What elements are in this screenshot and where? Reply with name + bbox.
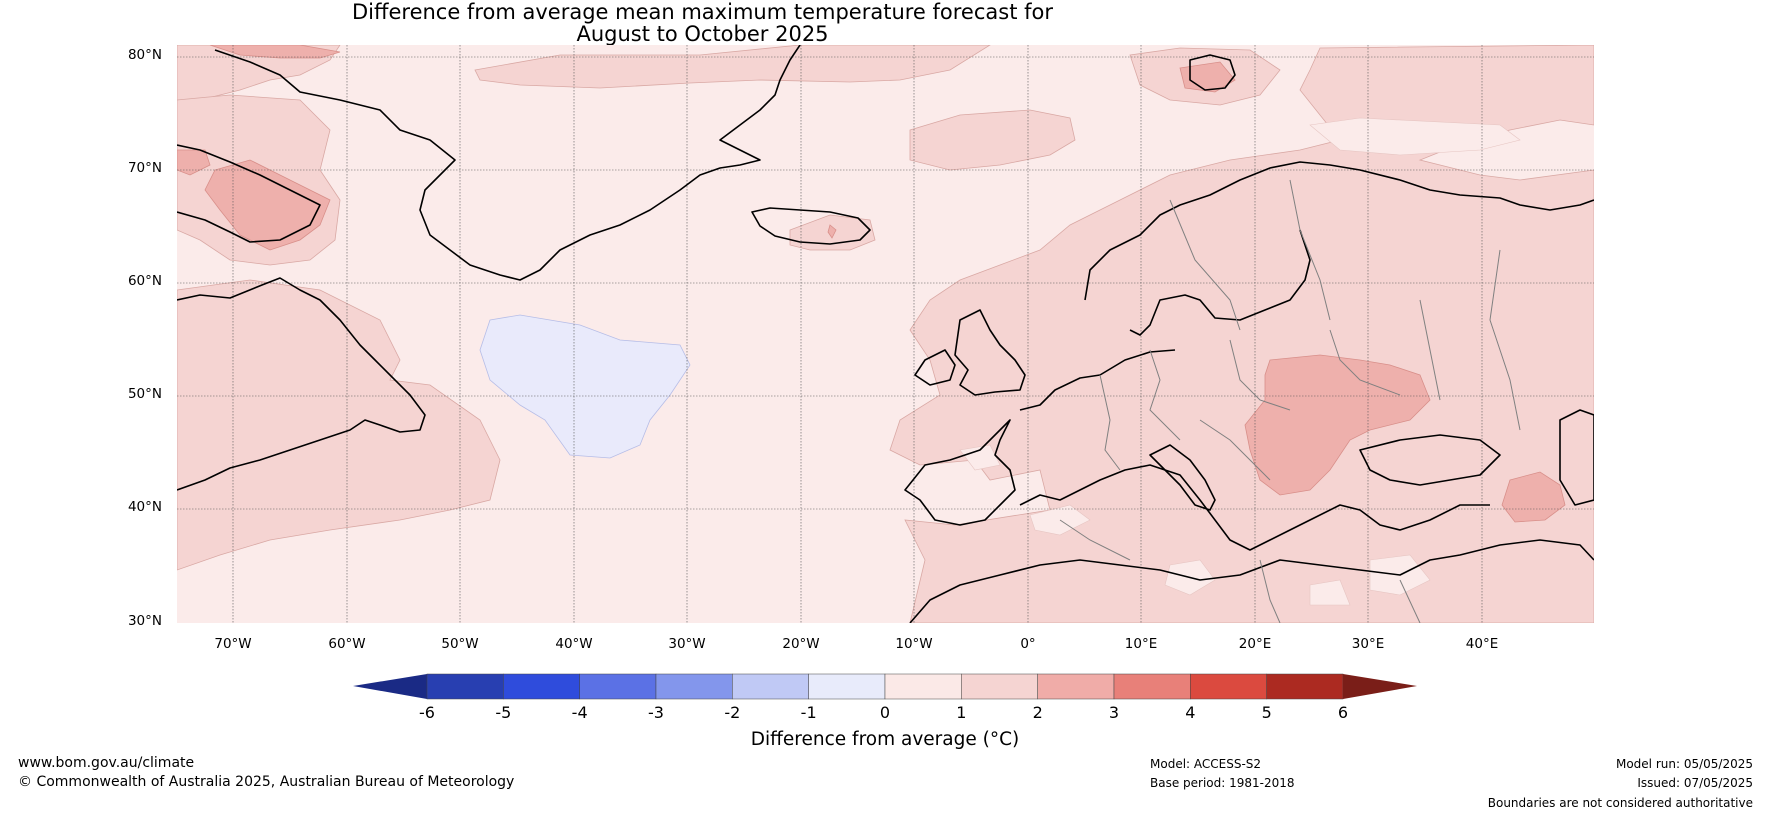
footer-boundaries-note: Boundaries are not considered authoritat… bbox=[1487, 796, 1753, 810]
colorbar-swatch bbox=[961, 673, 1038, 700]
colorbar-tick-label: 4 bbox=[1185, 703, 1196, 722]
colorbar-tick-label: 1 bbox=[956, 703, 967, 722]
colorbar-tick-label: 2 bbox=[1032, 703, 1043, 722]
lat-label-80n: 80°N bbox=[127, 47, 162, 63]
anomaly-0-to-1-patches bbox=[959, 117, 1521, 606]
colorbar-label: Difference from average (°C) bbox=[750, 729, 1020, 750]
lon-label-40e: 40°E bbox=[1465, 636, 1499, 652]
coastlines bbox=[177, 45, 1594, 623]
colorbar-swatch bbox=[1113, 673, 1191, 700]
colorbar-extend-high bbox=[1343, 674, 1417, 699]
colorbar-tick-label: -2 bbox=[724, 703, 741, 722]
colorbar-swatch bbox=[1190, 673, 1267, 700]
colorbar-tick-label: 0 bbox=[879, 703, 891, 722]
footer-website: www.bom.gov.au/climate bbox=[18, 755, 195, 771]
colorbar-tick-label: -1 bbox=[800, 703, 817, 722]
lon-label-20e: 20°E bbox=[1238, 636, 1272, 652]
colorbar-swatch bbox=[732, 673, 809, 700]
lat-label-70n: 70°N bbox=[127, 160, 162, 176]
lon-label-70w: 70°W bbox=[214, 636, 252, 652]
footer-base-period: Base period: 1981-2018 bbox=[1150, 776, 1295, 790]
footer-issued: Issued: 07/05/2025 bbox=[1637, 776, 1753, 790]
lon-label-30e: 30°E bbox=[1351, 636, 1385, 652]
anomaly-2-to-3-areas bbox=[177, 45, 1566, 523]
lat-label-40n: 40°N bbox=[127, 499, 162, 515]
colorbar-tick-label: -3 bbox=[648, 703, 664, 722]
lon-label-20w: 20°W bbox=[782, 636, 820, 652]
lon-label-0: 0° bbox=[1020, 636, 1036, 652]
footer-copyright: © Commonwealth of Australia 2025, Austra… bbox=[18, 774, 515, 790]
colorbar-swatch bbox=[655, 673, 733, 700]
colorbar-tick-label: 3 bbox=[1108, 703, 1120, 722]
footer-model-run: Model run: 05/05/2025 bbox=[1615, 757, 1753, 771]
lat-label-30n: 30°N bbox=[127, 613, 162, 629]
lon-label-10e: 10°E bbox=[1124, 636, 1158, 652]
anomaly-negative-area bbox=[479, 314, 691, 459]
colorbar-swatch bbox=[808, 673, 886, 700]
lon-label-10w: 10°W bbox=[895, 636, 933, 652]
colorbar-tick-label: 6 bbox=[1337, 703, 1349, 722]
footer-model: Model: ACCESS-S2 bbox=[1150, 757, 1262, 771]
lon-label-40w: 40°W bbox=[555, 636, 593, 652]
colorbar-swatch bbox=[579, 673, 657, 700]
colorbar-tick-label: -5 bbox=[495, 703, 512, 722]
lat-label-50n: 50°N bbox=[127, 386, 162, 402]
lon-label-50w: 50°W bbox=[441, 636, 479, 652]
colorbar-swatch bbox=[1266, 673, 1344, 700]
colorbar-extend-low bbox=[353, 674, 427, 699]
colorbar-swatch bbox=[884, 673, 962, 700]
colorbar-tick-label: 5 bbox=[1261, 703, 1272, 722]
colorbar-swatch bbox=[1037, 673, 1115, 700]
map-gridlines bbox=[177, 45, 1594, 623]
lon-label-30w: 30°W bbox=[668, 636, 706, 652]
lon-label-60w: 60°W bbox=[328, 636, 366, 652]
colorbar-swatch bbox=[503, 673, 580, 700]
colorbar-tick-label: -6 bbox=[419, 703, 435, 722]
country-borders bbox=[1059, 179, 1521, 623]
chart-title-line1: Difference from average mean maximum tem… bbox=[352, 0, 1053, 24]
colorbar-tick-label: -4 bbox=[571, 703, 588, 722]
chart-title-line2: August to October 2025 bbox=[576, 22, 829, 46]
lat-label-60n: 60°N bbox=[127, 273, 162, 289]
colorbar-swatch bbox=[426, 673, 504, 700]
